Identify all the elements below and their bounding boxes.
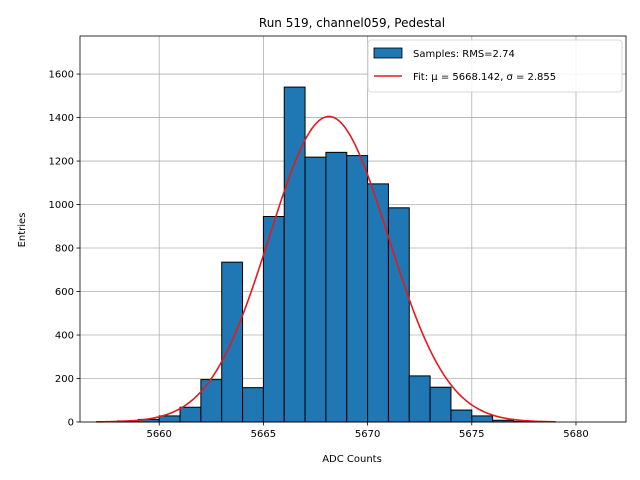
y-tick-label: 1200	[49, 157, 74, 168]
legend-label-histogram: Samples: RMS=2.74	[413, 49, 515, 60]
y-tick-label: 1000	[49, 200, 74, 211]
histogram-bar	[242, 387, 264, 423]
histogram-bar	[367, 183, 389, 423]
x-axis-label: ADC Counts	[322, 454, 382, 465]
fit-curve-group	[96, 115, 556, 423]
histogram-bar	[179, 406, 202, 423]
legend-label-fit: Fit: μ = 5668.142, σ = 2.855	[413, 72, 556, 83]
histogram-bar	[429, 386, 452, 423]
x-tick-label: 5675	[459, 429, 484, 440]
histogram-bar	[408, 375, 431, 423]
histogram-bar	[325, 151, 348, 423]
y-tick-label: 400	[55, 331, 74, 342]
y-tick-label: 1400	[49, 113, 74, 124]
histogram-bar	[450, 409, 473, 423]
x-axis-ticks: 5660 5665 5670 5675 5680	[146, 422, 589, 440]
x-tick-label: 5680	[563, 429, 588, 440]
x-tick-label: 5665	[251, 429, 276, 440]
y-axis-ticks: 0 200 400 600 800 1000 1200 1400 1600	[49, 70, 80, 429]
histogram-bars	[96, 86, 556, 423]
histogram-bar	[283, 86, 306, 423]
histogram-bar	[387, 207, 410, 423]
chart-title: Run 519, channel059, Pedestal	[259, 16, 445, 30]
y-tick-label: 0	[68, 418, 74, 429]
y-tick-label: 1600	[49, 70, 74, 81]
fit-curve	[96, 115, 556, 423]
y-tick-label: 800	[55, 244, 74, 255]
x-tick-label: 5660	[146, 429, 171, 440]
legend-box	[367, 39, 623, 93]
plot-frame	[79, 35, 627, 423]
legend: Samples: RMS=2.74 Fit: μ = 5668.142, σ =…	[367, 39, 623, 93]
histogram-bar	[471, 415, 494, 423]
y-tick-label: 600	[55, 287, 74, 298]
y-axis-label: Entries	[17, 213, 28, 248]
histogram-bar	[200, 379, 223, 423]
histogram-bar	[304, 156, 327, 423]
histogram-bar	[158, 415, 181, 423]
y-tick-label: 200	[55, 374, 74, 385]
histogram-bar	[346, 155, 369, 423]
x-tick-label: 5670	[355, 429, 380, 440]
legend-swatch-histogram	[373, 47, 403, 59]
